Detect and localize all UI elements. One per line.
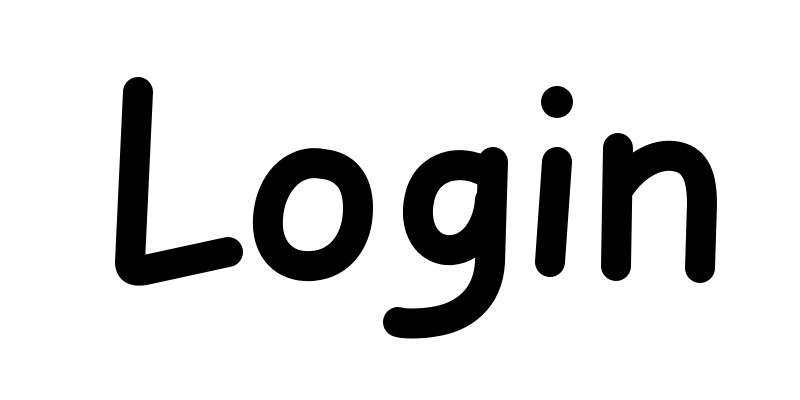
letter-o	[252, 148, 373, 282]
letter-l	[115, 77, 243, 286]
letter-n	[601, 133, 717, 283]
letter-i-stem	[535, 147, 572, 277]
letter-g	[383, 147, 508, 339]
letter-i-dot	[541, 86, 573, 118]
